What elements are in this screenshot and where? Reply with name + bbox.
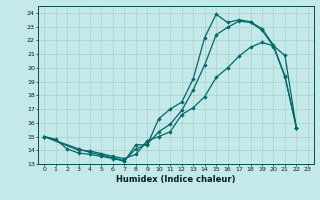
X-axis label: Humidex (Indice chaleur): Humidex (Indice chaleur) [116,175,236,184]
